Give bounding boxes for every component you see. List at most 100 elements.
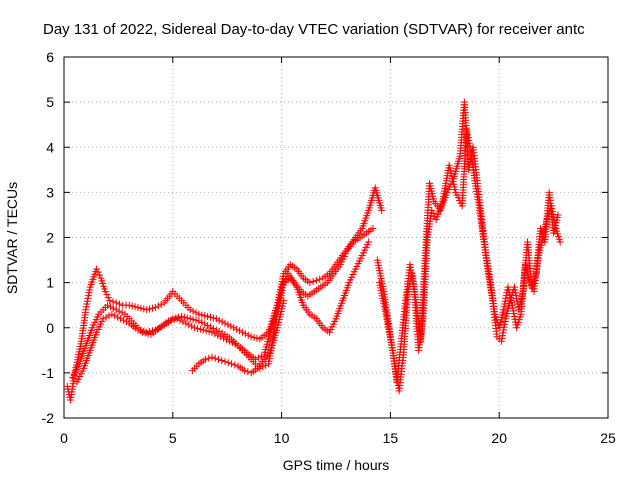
data-point-interp [193, 325, 201, 333]
data-point-interp [119, 316, 127, 324]
data-point-interp [233, 325, 241, 333]
data-point-interp [207, 323, 215, 331]
data-point-interp [224, 321, 232, 329]
data-point-interp [137, 327, 145, 335]
data-point-interp [236, 327, 244, 335]
data-point-interp [201, 320, 209, 328]
data-point-interp [185, 321, 193, 329]
data-point-interp [244, 331, 252, 339]
data-point-interp [196, 325, 204, 333]
data-point [134, 326, 142, 334]
data-point [143, 328, 151, 336]
grid-lines [64, 57, 608, 418]
data-point-interp [215, 316, 223, 324]
data-point-interp [231, 340, 239, 348]
data-point-interp [106, 303, 114, 311]
data-point-interp [137, 304, 145, 312]
data-point [306, 279, 314, 287]
data-point-interp [154, 325, 162, 333]
data-point-interp [179, 318, 187, 326]
data-point-interp [154, 302, 162, 310]
data-point-interp [183, 314, 191, 322]
data-point-interp [148, 304, 156, 312]
data-point [178, 312, 186, 320]
data-point [228, 360, 236, 368]
data-point-interp [205, 328, 213, 336]
data-point [428, 206, 436, 214]
data-point [106, 297, 114, 305]
data-point [241, 367, 249, 375]
data-point [195, 310, 203, 318]
data-points [63, 98, 564, 404]
data-point [143, 306, 151, 314]
data-point [134, 303, 142, 311]
data-point-interp [198, 318, 206, 326]
data-point [208, 328, 216, 336]
data-point [556, 238, 564, 246]
data-point [312, 276, 320, 284]
data-point [212, 326, 220, 334]
data-point [208, 353, 216, 361]
data-point-interp [188, 322, 196, 330]
x-tick-label: 5 [169, 430, 177, 446]
data-point-interp [148, 327, 156, 335]
chart-title: Day 131 of 2022, Sidereal Day-to-day VTE… [43, 21, 585, 38]
data-point-interp [114, 313, 122, 321]
data-point [221, 358, 229, 366]
data-point-interp [218, 318, 226, 326]
data-point-interp [176, 316, 184, 324]
data-point-interp [228, 339, 236, 347]
y-tick-label: 0 [46, 320, 54, 336]
data-point [199, 326, 207, 334]
data-point-interp [131, 303, 139, 311]
data-point-interp [316, 275, 324, 283]
data-point-interp [109, 298, 117, 306]
data-point-interp [180, 313, 188, 321]
data-point-interp [207, 313, 215, 321]
data-point-interp [250, 334, 258, 342]
data-point-interp [214, 331, 222, 339]
data-point [365, 238, 373, 246]
data-point-interp [102, 313, 110, 321]
data-point-interp [115, 300, 123, 308]
data-point [247, 333, 255, 341]
y-tick-label: 5 [46, 94, 54, 110]
data-point-interp [211, 354, 219, 362]
data-point [101, 288, 109, 296]
data-point-interp [157, 300, 165, 308]
data-point-interp [198, 311, 206, 319]
data-point [191, 324, 199, 332]
data-point-interp [128, 302, 136, 310]
x-tick-label: 10 [274, 430, 290, 446]
x-tick-label: 0 [60, 430, 68, 446]
data-point [217, 333, 225, 341]
data-point-interp [215, 328, 223, 336]
x-tick-label: 15 [383, 430, 399, 446]
y-tick-label: 4 [46, 139, 54, 155]
axis-ticks: 0 5 10 15 20 25 -2 -1 0 1 2 3 4 5 6 [42, 49, 616, 446]
data-point [104, 301, 112, 309]
y-tick-label: 2 [46, 230, 54, 246]
data-point-interp [109, 304, 117, 312]
data-point [204, 321, 212, 329]
data-point [204, 312, 212, 320]
data-point-interp [257, 352, 265, 360]
data-point [369, 224, 377, 232]
y-tick-label: 6 [46, 49, 54, 65]
data-point-interp [209, 314, 217, 322]
data-point-interp [118, 309, 126, 317]
y-tick-label: -2 [42, 410, 55, 426]
data-point-interp [201, 312, 209, 320]
data-point-interp [170, 315, 178, 323]
data-point-interp [309, 277, 317, 285]
data-point [212, 315, 220, 323]
data-point-interp [224, 359, 232, 367]
data-point-interp [103, 291, 111, 299]
data-point [99, 315, 107, 323]
data-point-interp [146, 305, 154, 313]
data-point-interp [253, 334, 261, 342]
data-point [151, 326, 159, 334]
data-point [186, 306, 194, 314]
data-point-interp [429, 209, 437, 217]
data-point-interp [157, 323, 165, 331]
